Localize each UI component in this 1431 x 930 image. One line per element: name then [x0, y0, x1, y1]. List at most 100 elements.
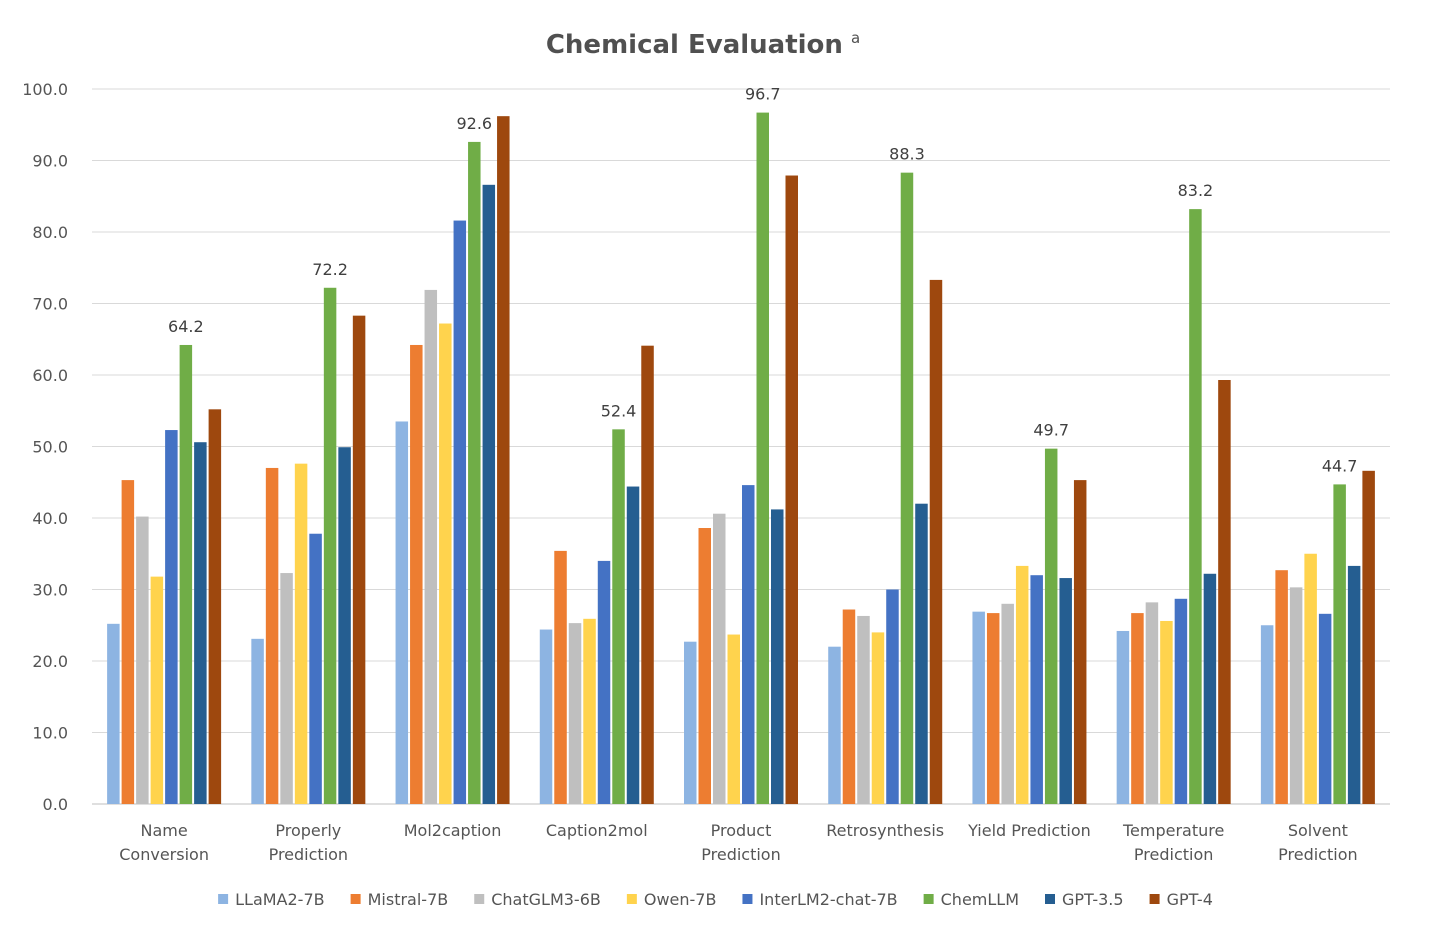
- data-label: 96.7: [745, 85, 781, 104]
- bar-llama2-7b: [251, 638, 264, 804]
- bar-gpt-4: [1362, 470, 1375, 804]
- y-tick-label: 90.0: [32, 152, 68, 171]
- bar-gpt-3-5: [194, 442, 207, 804]
- y-tick-label: 60.0: [32, 366, 68, 385]
- bar-interlm2-chat-7b: [742, 485, 755, 804]
- legend-item: LLaMA2-7B: [218, 890, 325, 909]
- bar-gpt-4: [1218, 380, 1231, 804]
- gridlines: [92, 88, 1390, 805]
- data-labels: 64.2 72.2 92.6 52.4 96.7 88.3 49.7 83.2 44.7: [168, 85, 1357, 476]
- bar-gpt-4: [785, 175, 798, 804]
- bar-owen-7b: [1015, 565, 1029, 804]
- x-tick-label: Prediction: [701, 845, 780, 864]
- bar-mistral-7b: [410, 344, 423, 804]
- legend-item: GPT-3.5: [1045, 890, 1124, 909]
- legend-label: Mistral-7B: [368, 890, 449, 909]
- bars: [107, 112, 1375, 805]
- legend-item: Owen-7B: [626, 890, 716, 909]
- legend-item: Mistral-7B: [350, 890, 449, 909]
- legend: LLaMA2-7B Mistral-7B ChatGLM3-6B Owen-7B Int…: [218, 890, 1213, 909]
- bar-owen-7b: [583, 618, 596, 804]
- bar-gpt-3-5: [1203, 573, 1217, 804]
- x-tick-label: Retrosynthesis: [826, 821, 944, 840]
- legend-item: GPT-4: [1149, 890, 1213, 909]
- data-label: 52.4: [601, 401, 637, 420]
- data-label: 44.7: [1322, 456, 1358, 475]
- legend-item: ChemLLM: [923, 890, 1019, 909]
- x-tick-label: Conversion: [119, 845, 209, 864]
- bar-chatglm3-6b: [1289, 587, 1303, 804]
- x-tick-label: Temperature: [1122, 821, 1224, 840]
- legend-item: InterLM2-chat-7B: [742, 890, 898, 909]
- chart-title: Chemical Evaluation a: [546, 29, 860, 60]
- x-tick-label: Solvent: [1288, 821, 1348, 840]
- bar-llama2-7b: [107, 623, 120, 804]
- bar-chemllm: [612, 429, 625, 804]
- x-tick-label: Name: [141, 821, 188, 840]
- bar-mistral-7b: [986, 613, 1000, 804]
- bar-gpt-4: [208, 409, 222, 804]
- bar-mistral-7b: [554, 550, 567, 804]
- chart-title-superscript: a: [851, 29, 860, 47]
- bar-gpt-3-5: [338, 447, 351, 804]
- bar-interlm2-chat-7b: [597, 560, 611, 804]
- bar-interlm2-chat-7b: [1174, 598, 1188, 804]
- bar-chemllm: [900, 172, 914, 804]
- data-label: 88.3: [889, 145, 925, 164]
- bar-llama2-7b: [539, 629, 553, 804]
- bar-mistral-7b: [1131, 613, 1144, 804]
- bar-chatglm3-6b: [1001, 603, 1014, 804]
- y-tick-label: 20.0: [32, 652, 68, 671]
- bar-chemllm: [323, 287, 337, 804]
- bar-interlm2-chat-7b: [1030, 575, 1043, 804]
- bar-owen-7b: [871, 632, 885, 804]
- bar-owen-7b: [439, 323, 452, 804]
- y-tick-label: 50.0: [32, 438, 68, 457]
- bar-mistral-7b: [1275, 570, 1288, 804]
- bar-mistral-7b: [265, 467, 279, 804]
- bar-gpt-3-5: [771, 509, 784, 804]
- x-axis-ticks: Name Conversion Properly Prediction Mol2capt…: [119, 821, 1357, 864]
- legend-label: GPT-4: [1167, 890, 1213, 909]
- bar-owen-7b: [1160, 620, 1173, 804]
- bar-chatglm3-6b: [857, 615, 870, 804]
- bar-llama2-7b: [972, 611, 985, 804]
- legend-label: LLaMA2-7B: [235, 890, 325, 909]
- legend-swatch: [742, 894, 753, 904]
- y-tick-label: 80.0: [32, 223, 68, 242]
- bar-chatglm3-6b: [424, 289, 438, 804]
- bar-llama2-7b: [828, 646, 841, 804]
- bar-gpt-3-5: [1347, 565, 1361, 804]
- bar-gpt-4: [352, 315, 366, 804]
- bar-gpt-4: [497, 116, 510, 805]
- bar-llama2-7b: [1260, 625, 1274, 804]
- data-label: 64.2: [168, 317, 204, 336]
- bar-mistral-7b: [121, 480, 135, 804]
- legend-swatch: [923, 894, 934, 904]
- bar-gpt-3-5: [626, 486, 640, 804]
- bar-owen-7b: [727, 634, 740, 804]
- x-tick-label: Caption2mol: [546, 821, 648, 840]
- bar-llama2-7b: [395, 421, 409, 804]
- bar-chemllm: [756, 112, 769, 805]
- bar-chatglm3-6b: [1145, 602, 1159, 804]
- legend-label: InterLM2-chat-7B: [759, 890, 897, 909]
- legend-swatch: [474, 894, 485, 904]
- bar-gpt-4: [641, 345, 654, 804]
- y-axis-ticks: 0.0 10.0 20.0 30.0 40.0 50.0 60.0 70.0 80.0 90.0 1…: [22, 80, 68, 814]
- y-tick-label: 70.0: [32, 295, 68, 314]
- y-tick-label: 40.0: [32, 509, 68, 528]
- bar-gpt-3-5: [482, 184, 496, 804]
- bar-mistral-7b: [842, 609, 856, 804]
- bar-chatglm3-6b: [280, 573, 293, 804]
- bar-interlm2-chat-7b: [1318, 613, 1332, 804]
- y-tick-label: 10.0: [32, 724, 68, 743]
- bar-chatglm3-6b: [136, 516, 149, 804]
- x-tick-label: Yield Prediction: [967, 821, 1091, 840]
- data-label: 72.2: [312, 260, 348, 279]
- x-tick-label: Prediction: [1134, 845, 1213, 864]
- data-label: 83.2: [1178, 181, 1214, 200]
- bar-chemllm: [468, 141, 481, 804]
- legend-swatch: [626, 894, 637, 904]
